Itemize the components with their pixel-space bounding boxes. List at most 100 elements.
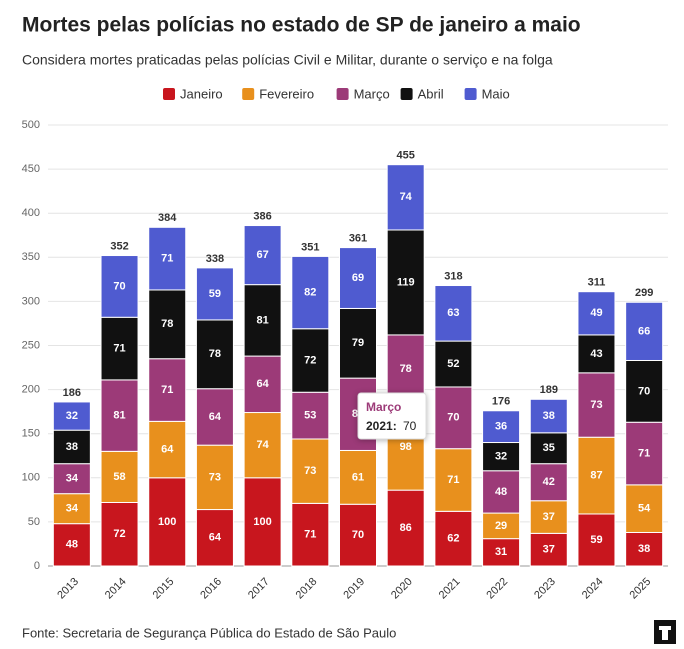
bar-segment	[339, 307, 377, 379]
bar-segment	[195, 267, 234, 321]
total-label: 338	[206, 253, 224, 265]
value-label: 64	[256, 378, 269, 390]
x-tick-label: 2024	[580, 576, 606, 602]
value-label: 42	[543, 476, 555, 488]
bar-segment	[100, 450, 139, 503]
value-label: 72	[113, 528, 125, 540]
x-tick-label: 2018	[294, 576, 320, 602]
value-label: 63	[447, 307, 459, 319]
value-label: 119	[397, 276, 415, 288]
value-label: 36	[495, 421, 507, 433]
x-tick-label: 2020	[389, 576, 415, 602]
value-label: 86	[400, 522, 412, 534]
value-label: 69	[352, 272, 364, 284]
tooltip-box	[357, 392, 427, 440]
total-label: 318	[444, 270, 462, 282]
legend-label: Março	[354, 86, 390, 101]
total-label: 189	[540, 384, 558, 396]
value-label: 78	[209, 348, 221, 360]
value-label: 53	[304, 410, 316, 422]
x-tick-label: 2025	[628, 576, 654, 602]
value-label: 34	[66, 503, 79, 515]
value-label: 48	[495, 486, 507, 498]
bar-segment	[529, 532, 568, 567]
bar-segment	[625, 531, 664, 567]
bar-segment	[482, 512, 521, 540]
tooltip-value: 70	[403, 419, 417, 433]
bar-segment	[243, 284, 282, 357]
value-label: 34	[66, 473, 79, 485]
value-label: 78	[400, 363, 412, 375]
y-tick-label: 50	[28, 516, 40, 528]
total-label: 386	[253, 210, 271, 222]
value-label: 62	[447, 533, 459, 545]
x-tick-label: 2022	[484, 576, 510, 602]
legend-label: Abril	[418, 86, 444, 101]
x-tick-label: 2016	[198, 576, 224, 602]
bar-segment	[434, 285, 473, 342]
value-label: 32	[66, 410, 78, 422]
bar-segment	[529, 398, 568, 434]
value-label: 71	[304, 529, 316, 541]
total-label: 186	[63, 387, 81, 399]
y-tick-label: 150	[22, 428, 40, 440]
y-tick-label: 250	[22, 339, 40, 351]
value-label: 70	[113, 280, 125, 292]
tooltip: Março 2021: 70	[357, 392, 427, 440]
value-label: 71	[447, 474, 459, 486]
value-label: 72	[304, 354, 316, 366]
total-label: 351	[301, 241, 319, 253]
value-label: 38	[66, 441, 78, 453]
y-tick-label: 500	[22, 119, 40, 131]
value-label: 64	[161, 443, 174, 455]
chart-title: Mortes pelas polícias no estado de SP de…	[22, 14, 581, 37]
value-label: 70	[638, 385, 650, 397]
y-tick-label: 300	[22, 295, 40, 307]
value-label: 59	[209, 288, 221, 300]
x-tick-label: 2015	[151, 576, 177, 602]
x-tick-label: 2013	[55, 576, 81, 602]
value-label: 71	[113, 342, 125, 354]
legend-label: Janeiro	[180, 86, 223, 101]
total-label: 455	[397, 150, 415, 162]
bar-segment	[434, 510, 473, 567]
tooltip-title: Março	[366, 400, 401, 414]
x-tick-label: 2014	[103, 576, 129, 602]
value-label: 98	[400, 441, 412, 453]
value-label: 35	[543, 442, 555, 454]
bar-segment	[625, 301, 664, 361]
bar-segment	[291, 391, 330, 440]
bar-segment	[625, 421, 664, 486]
bar-segment	[434, 386, 473, 450]
legend-swatch	[163, 88, 175, 100]
bar-segment	[625, 359, 664, 423]
y-tick-label: 450	[22, 163, 40, 175]
value-label: 71	[161, 253, 173, 265]
bar-segment	[339, 247, 377, 309]
legend-swatch	[242, 88, 255, 100]
value-label: 32	[495, 451, 507, 463]
value-label: 59	[590, 534, 602, 546]
value-label: 79	[352, 337, 364, 349]
bar-segment	[195, 388, 234, 446]
value-label: 74	[256, 439, 269, 451]
value-label: 38	[638, 543, 650, 555]
value-label: 71	[161, 384, 173, 396]
total-label: 384	[158, 212, 177, 224]
bar-segment	[195, 319, 234, 390]
bar-segment	[577, 291, 616, 336]
value-label: 73	[209, 471, 221, 483]
value-label: 37	[543, 511, 555, 523]
bar-segment	[148, 289, 187, 360]
total-label: 176	[492, 396, 510, 408]
bar-segment	[291, 255, 330, 330]
value-label: 100	[158, 516, 176, 528]
y-tick-label: 350	[22, 251, 40, 263]
value-label: 49	[590, 307, 602, 319]
bar-segment	[243, 412, 282, 479]
bar-segment	[148, 358, 187, 422]
value-label: 64	[209, 532, 222, 544]
y-tick-label: 400	[22, 207, 40, 219]
bar-segment	[148, 477, 187, 567]
